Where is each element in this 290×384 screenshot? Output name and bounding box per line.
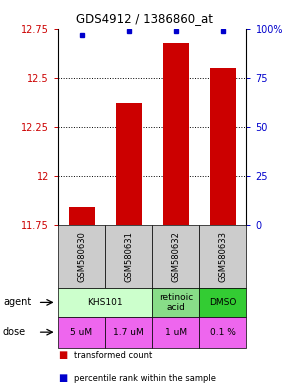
Text: 0.1 %: 0.1 %	[210, 328, 236, 337]
Bar	[210, 68, 236, 225]
Text: percentile rank within the sample: percentile rank within the sample	[74, 374, 216, 383]
Bar	[69, 207, 95, 225]
Text: KHS101: KHS101	[87, 298, 123, 307]
Text: agent: agent	[3, 297, 31, 308]
Text: DMSO: DMSO	[209, 298, 237, 307]
Text: ■: ■	[58, 350, 67, 360]
Bar	[116, 103, 142, 225]
Text: ■: ■	[58, 373, 67, 383]
Text: GSM580633: GSM580633	[218, 231, 227, 282]
Text: retinoic
acid: retinoic acid	[159, 293, 193, 312]
Text: GSM580631: GSM580631	[124, 231, 133, 282]
Text: GSM580630: GSM580630	[77, 231, 86, 282]
Text: GSM580632: GSM580632	[171, 231, 180, 282]
Bar	[163, 43, 189, 225]
Text: dose: dose	[3, 327, 26, 337]
Text: 1.7 uM: 1.7 uM	[113, 328, 144, 337]
Text: 1 uM: 1 uM	[165, 328, 187, 337]
Text: GDS4912 / 1386860_at: GDS4912 / 1386860_at	[77, 12, 213, 25]
Text: 5 uM: 5 uM	[70, 328, 93, 337]
Text: transformed count: transformed count	[74, 351, 152, 360]
